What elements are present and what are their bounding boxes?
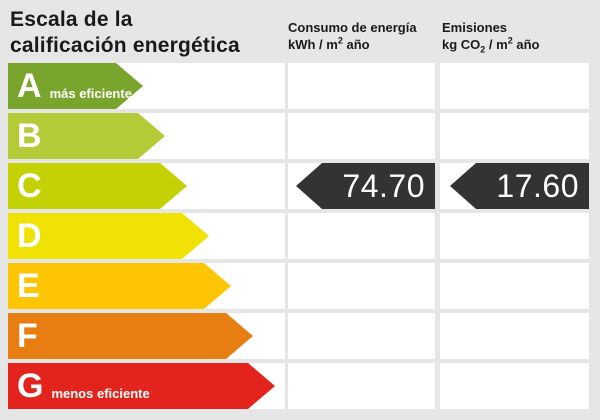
consumption-value-arrow: 74.70: [296, 163, 435, 209]
scale-row-a: A más eficiente: [0, 63, 600, 109]
scale-row-f: F: [0, 313, 600, 359]
rating-letter-a: A: [17, 67, 42, 105]
consumption-header-unit: kWh / m2 año: [288, 35, 370, 52]
scale-cell-e: E: [8, 263, 285, 309]
page-title: Escala de la calificación energética: [10, 7, 240, 59]
rating-band-g: G menos eficiente: [8, 363, 275, 409]
scale-cell-f: F: [8, 313, 285, 359]
rating-band-a: A más eficiente: [8, 63, 143, 109]
rating-letter-g: G: [17, 367, 44, 405]
scale-cell-a: A más eficiente: [8, 63, 285, 109]
rating-band-e: E: [8, 263, 231, 309]
scale-cell-d: D: [8, 213, 285, 259]
page-title-line2: calificación energética: [10, 34, 240, 57]
consumption-header-label: Consumo de energía: [288, 20, 417, 35]
emissions-value: 17.60: [496, 168, 579, 204]
rating-band-b: B: [8, 113, 165, 159]
rating-letter-d: D: [17, 217, 42, 255]
consumption-cell-b: [288, 113, 435, 159]
consumption-cell-d: [288, 213, 435, 259]
emissions-cell-c: 17.60: [440, 163, 589, 209]
rating-band-c: C: [8, 163, 187, 209]
rating-band-d: D: [8, 213, 209, 259]
rating-band-f: F: [8, 313, 253, 359]
consumption-cell-g: [288, 363, 435, 409]
page-title-line1: Escala de la: [10, 8, 133, 31]
emissions-cell-d: [440, 213, 589, 259]
scale-row-d: D: [0, 213, 600, 259]
emissions-value-arrow: 17.60: [450, 163, 589, 209]
emissions-header-unit: kg CO2 / m2 año: [442, 35, 540, 55]
rating-letter-b: B: [17, 117, 42, 155]
consumption-cell-c: 74.70: [288, 163, 435, 209]
most-efficient-note: más eficiente: [49, 85, 132, 101]
consumption-value: 74.70: [342, 168, 425, 204]
scale-row-c: C 74.70 17.60: [0, 163, 600, 209]
scale-cell-g: G menos eficiente: [8, 363, 285, 409]
emissions-cell-b: [440, 113, 589, 159]
emissions-cell-e: [440, 263, 589, 309]
column-header-emissions: Emisiones kg CO2 / m2 año: [442, 19, 540, 55]
rating-letter-f: F: [17, 317, 38, 355]
scale-row-b: B: [0, 113, 600, 159]
rating-letter-c: C: [17, 167, 42, 205]
consumption-cell-a: [288, 63, 435, 109]
emissions-cell-f: [440, 313, 589, 359]
least-efficient-note: menos eficiente: [51, 385, 150, 401]
column-header-consumption: Consumo de energía kWh / m2 año: [288, 19, 417, 53]
scale-cell-c: C: [8, 163, 285, 209]
rating-letter-e: E: [17, 267, 40, 305]
emissions-cell-g: [440, 363, 589, 409]
scale-row-g: G menos eficiente: [0, 363, 600, 409]
consumption-cell-f: [288, 313, 435, 359]
emissions-cell-a: [440, 63, 589, 109]
consumption-cell-e: [288, 263, 435, 309]
emissions-header-label: Emisiones: [442, 20, 508, 35]
scale-row-e: E: [0, 263, 600, 309]
scale-cell-b: B: [8, 113, 285, 159]
